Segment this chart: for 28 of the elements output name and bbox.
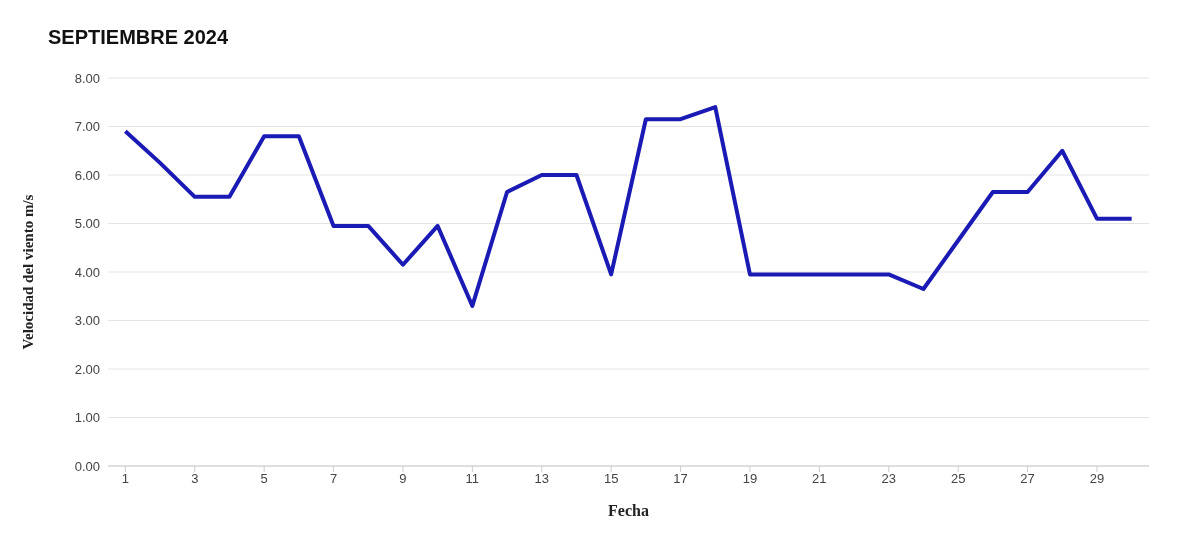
x-tick-label: 25: [950, 471, 966, 487]
y-tick-label: 5.00: [74, 216, 100, 232]
x-tick-label: 19: [742, 471, 758, 487]
x-tick-label: 17: [673, 471, 688, 487]
x-tick-label: 3: [191, 471, 199, 487]
chart-title: SEPTIEMBRE 2024: [48, 26, 229, 49]
x-tick-label: 7: [329, 471, 338, 487]
x-tick-label: 15: [603, 471, 619, 487]
y-tick-label: 7.00: [74, 119, 100, 135]
x-tick-label: 1: [121, 471, 129, 487]
x-tick-label: 5: [260, 471, 268, 487]
y-tick-label: 6.00: [74, 167, 100, 183]
y-tick-label: 8.00: [74, 70, 100, 86]
y-tick-label: 0.00: [74, 458, 100, 474]
y-axis-title: Velocidad del viento m/s: [20, 194, 37, 350]
y-tick-label: 1.00: [74, 410, 100, 426]
x-tick-label: 13: [534, 471, 549, 487]
x-tick-label: 29: [1089, 471, 1105, 487]
y-tick-label: 2.00: [74, 361, 100, 377]
line-series: [123, 105, 1134, 308]
x-tick-label: 9: [399, 471, 407, 487]
x-tick-label: 23: [881, 471, 896, 487]
x-tick-label: 21: [812, 471, 827, 487]
x-axis-title: Fecha: [608, 502, 649, 519]
x-tick-label: 11: [465, 471, 480, 487]
y-tick-label: 4.00: [74, 264, 100, 280]
x-tick-label: 27: [1020, 471, 1035, 487]
y-tick-label: 3.00: [74, 313, 100, 329]
